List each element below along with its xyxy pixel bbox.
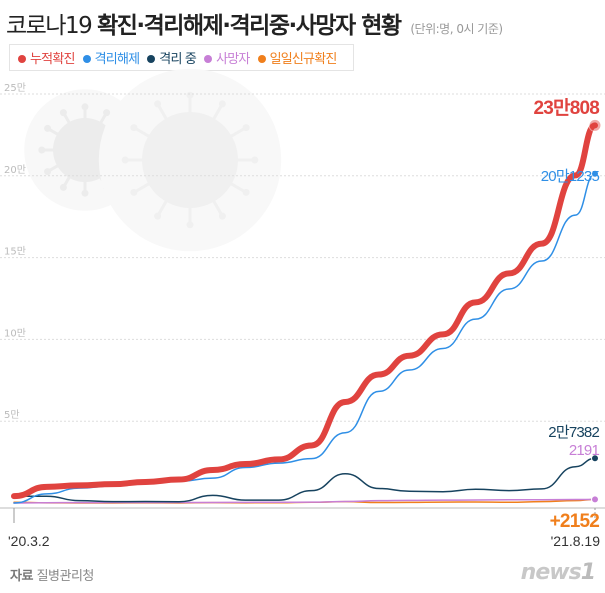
title-bold: 확진·격리해제·격리중·사망자 현황 [97, 13, 402, 39]
end-data-label: 20만1235 [541, 168, 600, 185]
virus-spike-tip-icon [59, 183, 67, 191]
x-start-label: '20.3.2 [8, 533, 50, 549]
virus-spike-tip-icon [130, 124, 138, 132]
virus-spike-tip-icon [121, 156, 129, 164]
virus-spike-tip-icon [44, 124, 52, 132]
legend-dot-icon [82, 55, 91, 63]
end-data-label: 23만808 [533, 97, 599, 119]
legend-label: 사망자 [216, 52, 250, 67]
virus-spike-tip-icon [81, 189, 89, 197]
legend-item: 격리 중 [147, 52, 197, 67]
virus-spike-tip-icon [59, 109, 67, 117]
series-line-2 [13, 457, 596, 503]
y-tick-label: 15만 [4, 246, 26, 258]
virus-spike-tip-icon [251, 156, 259, 164]
legend-label: 격리 중 [159, 52, 197, 67]
title-light: 코로나19 [6, 13, 93, 39]
legend-dot-icon [204, 55, 213, 63]
end-marker [591, 169, 599, 178]
virus-spike-tip-icon [130, 188, 138, 196]
end-data-label: 2만7382 [548, 424, 599, 441]
virus-spike-tip-icon [38, 146, 46, 154]
legend-item: 일일신규확진 [257, 52, 338, 67]
news1-logo: news1 [520, 560, 596, 585]
legend-item: 사망자 [204, 52, 250, 67]
virus-spike-tip-icon [242, 124, 250, 132]
x-end-label: '21.8.19 [551, 533, 601, 549]
y-tick-label: 10만 [4, 327, 26, 339]
y-tick-label: 25만 [4, 82, 26, 94]
series-line-0 [11, 122, 598, 500]
legend-dot-icon [147, 55, 156, 63]
chart-title: 코로나19 확진·격리해제·격리중·사망자 현황 (단위:명, 0시 기준) [6, 6, 503, 40]
virus-spike-tip-icon [154, 100, 162, 108]
source-label: 자료 [10, 569, 33, 584]
end-marker [591, 495, 599, 504]
virus-spike-tip-icon [81, 103, 89, 111]
virus-spike-tip-icon [44, 168, 52, 176]
legend-item: 누적확진 [18, 52, 75, 67]
legend-dot-icon [257, 55, 266, 63]
series-line-3 [13, 498, 596, 504]
virus-spike-tip-icon [218, 100, 226, 108]
legend-label: 일일신규확진 [269, 52, 338, 67]
virus-spike-tip-icon [154, 212, 162, 220]
end-marker [591, 454, 599, 463]
legend-label: 격리해제 [94, 52, 140, 67]
source-name: 질병관리청 [36, 569, 95, 584]
y-tick-label: 5만 [4, 409, 20, 421]
legend-label: 누적확진 [30, 52, 75, 67]
virus-spike-tip-icon [186, 91, 194, 99]
y-tick-label: 20만 [4, 164, 26, 176]
virus-spike-tip-icon [218, 212, 226, 220]
end-marker [588, 118, 602, 132]
end-data-label: +2152 [550, 511, 600, 532]
source: 자료 질병관리청 [10, 565, 94, 584]
virus-spike-tip-icon [186, 221, 194, 229]
end-data-label: 2191 [569, 442, 600, 459]
unit-note: (단위:명, 0시 기준) [410, 22, 503, 36]
series-line-1 [13, 173, 596, 504]
legend-item: 격리해제 [82, 52, 140, 67]
virus-spike-tip-icon [242, 188, 250, 196]
legend-dot-icon [18, 55, 26, 63]
virus-spike-tip-icon [103, 109, 111, 117]
virus-icon [142, 112, 238, 208]
